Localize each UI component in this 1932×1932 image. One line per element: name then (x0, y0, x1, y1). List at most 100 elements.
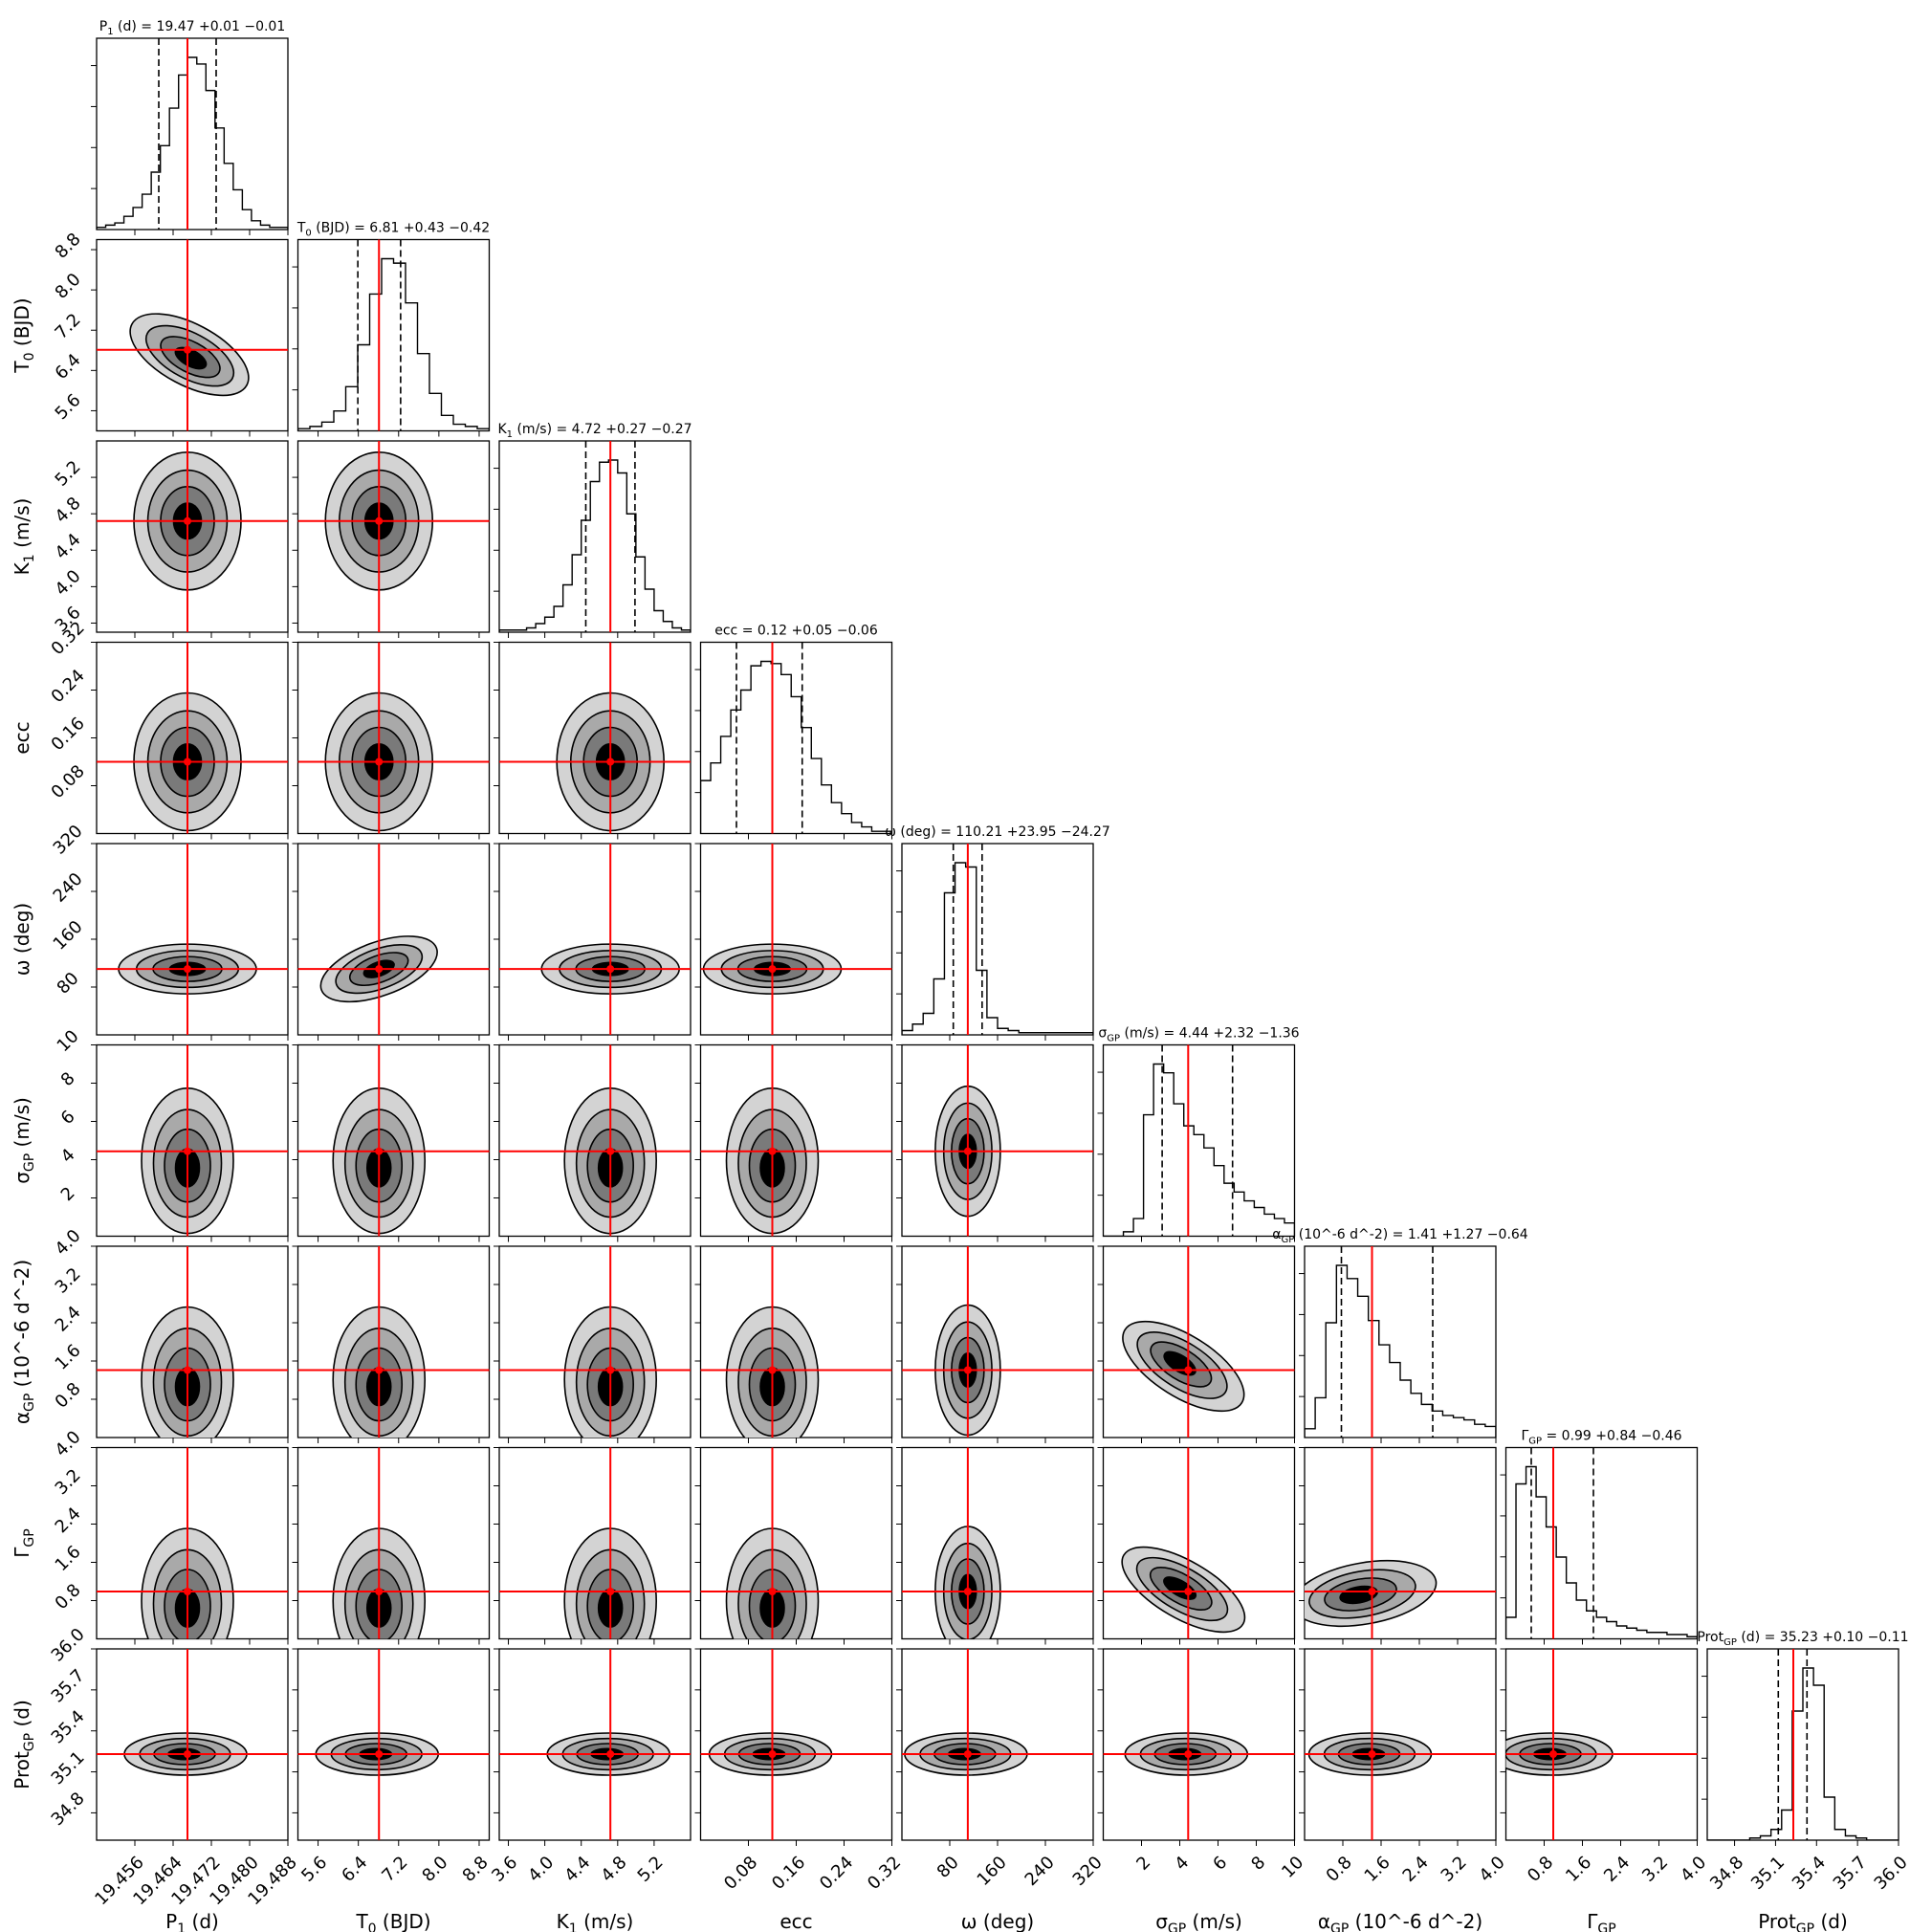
x-axis-label-6-main: α (1318, 1910, 1330, 1932)
x-axis-label-0-main: P (165, 1910, 177, 1932)
x-axis-label-6-rest: (10^-6 d^-2) (1349, 1910, 1482, 1932)
panel-content (1305, 1447, 1496, 1639)
panel-4-1 (292, 843, 491, 1041)
hist-title-8-main: Prot (1697, 1630, 1723, 1645)
panel-5-1 (292, 1043, 491, 1242)
panel-content (1505, 1447, 1698, 1639)
panel-8-6 (1299, 1648, 1497, 1846)
hist-title-0: P1 (d) = 19.47 +0.01 −0.01 (99, 19, 286, 37)
x-tick-label-2-4: 5.2 (634, 1853, 668, 1886)
panel-content (499, 1649, 691, 1840)
panel-frame (96, 37, 289, 231)
truth-marker (963, 1588, 972, 1595)
y-tick-label-2-4: 5.2 (52, 457, 85, 491)
y-tick-label-7-0: 0.8 (52, 1580, 85, 1614)
truth-marker (1549, 1750, 1557, 1758)
truth-marker (375, 757, 384, 766)
truth-marker (375, 516, 384, 525)
panel-content (297, 1246, 490, 1438)
y-axis-label-7-main: Γ (11, 1547, 33, 1558)
panel-content (97, 1649, 288, 1840)
y-tick-label-1-1: 6.4 (52, 350, 85, 384)
panel-5-0 (91, 1043, 289, 1242)
truth-marker (184, 757, 191, 766)
panel-7-6 (1299, 1446, 1497, 1645)
panel-6-4 (896, 1245, 1094, 1443)
x-tick-label-7-1: 1.6 (1562, 1853, 1595, 1886)
x-axis-label-6-script: GP (1330, 1921, 1349, 1932)
panel-8-1 (292, 1648, 491, 1846)
truth-marker (768, 1147, 777, 1155)
panel-5-3 (694, 1043, 893, 1242)
hist-title-6: αGP (10^-6 d^-2) = 1.41 +1.27 −0.64 (1272, 1227, 1528, 1245)
x-tick-label-5-3: 8 (1247, 1853, 1269, 1875)
hist-title-2: K1 (m/s) = 4.72 +0.27 −0.27 (497, 422, 692, 440)
truth-marker (184, 1366, 191, 1374)
x-tick-label-1-3: 8.0 (418, 1853, 451, 1886)
truth-marker (963, 1366, 972, 1374)
x-tick-label-7-4: 4.0 (1677, 1853, 1710, 1886)
histogram-8 (1707, 1667, 1899, 1840)
x-tick-label-1-0: 5.6 (297, 1853, 331, 1886)
panel-content (902, 1246, 1093, 1438)
x-tick-label-5-1: 4 (1171, 1853, 1193, 1875)
panel-8-2 (494, 1648, 692, 1846)
panel-7-4 (896, 1446, 1094, 1645)
truth-marker (1368, 1750, 1376, 1758)
x-tick-label-1-4: 8.8 (459, 1853, 493, 1886)
y-tick-label-3-0: 0.08 (48, 761, 89, 802)
y-axis-label-1: T0 (BJD) (11, 297, 37, 373)
y-axis-label-1-main: T (11, 361, 33, 374)
panel-5-2 (494, 1043, 692, 1242)
panel-content (97, 441, 288, 632)
y-axis-label-5-rest: (m/s) (11, 1097, 33, 1153)
panel-content (902, 1447, 1093, 1639)
hist-title-5: σGP (m/s) = 4.44 +2.32 −1.36 (1098, 1026, 1299, 1044)
truth-marker (963, 1750, 972, 1758)
y-axis-label-2-main: K (11, 561, 33, 575)
panel-7-1 (292, 1446, 491, 1645)
panel-content (1103, 1447, 1295, 1639)
x-axis-label-5-script: GP (1168, 1921, 1186, 1932)
hist-title-1-script: 0 (305, 229, 311, 239)
x-axis-label-1-main: T (355, 1910, 368, 1932)
x-axis-label-4: ω (deg) (961, 1910, 1034, 1932)
x-tick-label-6-2: 2.4 (1399, 1853, 1433, 1886)
panel-2-0 (91, 440, 289, 638)
y-axis-label-1-rest: (BJD) (11, 297, 33, 352)
y-tick-label-3-2: 0.24 (48, 666, 89, 707)
y-axis-label-2-script: 1 (22, 554, 37, 562)
y-tick-label-6-1: 1.6 (52, 1341, 85, 1374)
y-tick-label-8-1: 35.1 (48, 1747, 89, 1789)
panel-frame (1304, 1245, 1497, 1438)
hist-title-1-rest: (BJD) = 6.81 +0.43 −0.42 (312, 221, 490, 236)
panel-content (297, 1649, 490, 1840)
y-tick-label-7-3: 3.2 (52, 1465, 85, 1499)
hist-title-8: ProtGP (d) = 35.23 +0.10 −0.11 (1697, 1630, 1908, 1648)
y-tick-label-5-2: 6 (57, 1107, 79, 1129)
x-tick-label-3-2: 0.24 (816, 1853, 857, 1894)
panel-content (902, 1649, 1093, 1840)
y-tick-label-7-4: 4.0 (52, 1427, 85, 1460)
panel-frame (296, 238, 491, 432)
hist-title-3: ecc = 0.12 +0.05 −0.06 (714, 624, 878, 639)
panel-6-1 (292, 1245, 491, 1443)
x-axis-label-0-script: 1 (177, 1921, 186, 1932)
y-tick-label-1-4: 8.8 (52, 230, 85, 263)
hist-title-5-rest: (m/s) = 4.44 +2.32 −1.36 (1120, 1026, 1300, 1042)
panel-content (97, 642, 288, 834)
hist-title-7-script: GP (1528, 1437, 1542, 1447)
y-axis-label-1-script: 0 (22, 352, 37, 361)
panel-8-7 (1500, 1648, 1699, 1846)
panel-content (700, 1246, 892, 1438)
y-tick-label-2-1: 4.0 (52, 566, 85, 600)
panel-0-0 (91, 37, 289, 235)
hist-title-7-main: Γ (1521, 1429, 1528, 1444)
x-tick-label-5-0: 2 (1132, 1853, 1154, 1875)
x-axis-label-7: ΓGP (1587, 1910, 1615, 1932)
truth-marker (1184, 1750, 1193, 1758)
y-tick-label-5-4: 10 (54, 1026, 83, 1056)
panel-content (499, 642, 691, 834)
x-axis-label-8-rest: (d) (1814, 1910, 1848, 1932)
y-axis-label-7: ΓGP (11, 1528, 37, 1557)
